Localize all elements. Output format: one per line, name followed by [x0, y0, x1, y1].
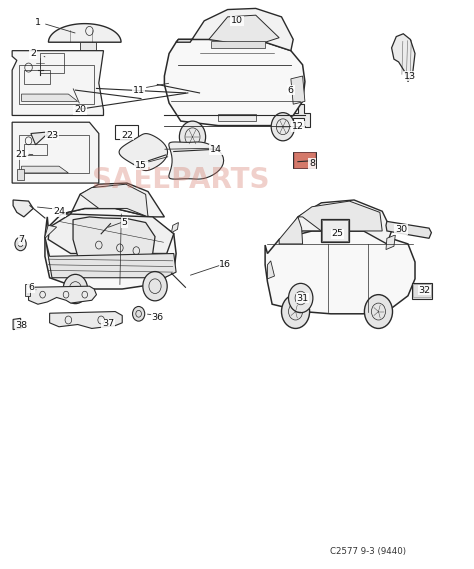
Text: 32: 32 — [419, 286, 430, 295]
Bar — [293, 151, 316, 168]
Polygon shape — [21, 166, 68, 173]
Text: SAEEPARTS: SAEEPARTS — [92, 166, 270, 194]
Text: 2: 2 — [30, 49, 36, 58]
Polygon shape — [28, 286, 97, 304]
Polygon shape — [45, 237, 176, 278]
Text: C2577 9-3 (9440): C2577 9-3 (9440) — [330, 547, 406, 556]
Bar — [24, 143, 47, 155]
Text: 6: 6 — [28, 283, 34, 292]
Text: 36: 36 — [151, 313, 164, 321]
Polygon shape — [282, 104, 310, 127]
Polygon shape — [209, 15, 279, 42]
Bar — [235, 51, 248, 65]
Text: 12: 12 — [292, 122, 304, 131]
Polygon shape — [45, 225, 57, 238]
Bar — [24, 71, 50, 84]
Polygon shape — [291, 76, 305, 104]
Polygon shape — [386, 235, 395, 250]
Text: 20: 20 — [74, 105, 86, 114]
Text: 24: 24 — [53, 207, 65, 216]
Polygon shape — [80, 184, 148, 217]
Polygon shape — [13, 200, 33, 217]
Circle shape — [143, 271, 167, 301]
Text: 21: 21 — [16, 150, 27, 159]
Polygon shape — [279, 200, 392, 244]
Text: 31: 31 — [297, 294, 309, 303]
Circle shape — [289, 283, 313, 313]
Bar — [40, 53, 64, 73]
Polygon shape — [12, 51, 103, 116]
Polygon shape — [48, 214, 174, 254]
Polygon shape — [13, 318, 21, 329]
Polygon shape — [204, 32, 272, 72]
Polygon shape — [172, 222, 178, 233]
Polygon shape — [392, 34, 415, 82]
Bar — [25, 284, 30, 296]
Circle shape — [133, 307, 145, 321]
Bar — [115, 125, 137, 139]
Polygon shape — [61, 183, 164, 217]
Bar — [413, 284, 431, 298]
Polygon shape — [45, 208, 176, 289]
Circle shape — [63, 274, 88, 304]
Polygon shape — [21, 94, 78, 101]
Bar — [322, 220, 348, 241]
Polygon shape — [298, 201, 382, 231]
Text: 1: 1 — [35, 18, 41, 27]
Polygon shape — [119, 134, 167, 171]
Text: 38: 38 — [16, 320, 27, 329]
Text: 15: 15 — [135, 160, 147, 170]
Bar — [218, 114, 256, 121]
Bar — [19, 65, 94, 104]
Circle shape — [286, 79, 298, 93]
Circle shape — [365, 295, 392, 328]
Bar — [321, 219, 349, 242]
Circle shape — [282, 295, 310, 328]
Polygon shape — [267, 261, 274, 279]
Polygon shape — [50, 312, 122, 328]
Text: 6: 6 — [288, 85, 294, 94]
Polygon shape — [31, 132, 50, 145]
Bar — [294, 152, 315, 168]
Bar — [19, 135, 90, 173]
Polygon shape — [48, 24, 121, 42]
Text: 13: 13 — [404, 72, 416, 81]
Text: 11: 11 — [133, 85, 145, 94]
Circle shape — [15, 237, 26, 251]
Text: 37: 37 — [102, 319, 114, 328]
Polygon shape — [176, 9, 293, 51]
Text: 16: 16 — [219, 260, 231, 269]
Polygon shape — [265, 231, 415, 314]
Bar — [216, 51, 229, 65]
Circle shape — [34, 56, 46, 71]
Polygon shape — [80, 42, 97, 52]
Text: 10: 10 — [231, 17, 243, 25]
Text: 22: 22 — [121, 131, 133, 139]
Polygon shape — [279, 217, 302, 244]
Text: 5: 5 — [121, 218, 128, 227]
Circle shape — [179, 121, 206, 152]
Polygon shape — [73, 217, 155, 273]
Text: 14: 14 — [210, 145, 222, 154]
Text: 23: 23 — [46, 131, 58, 139]
Polygon shape — [169, 142, 224, 179]
Polygon shape — [164, 39, 305, 126]
Circle shape — [271, 113, 295, 141]
Text: 25: 25 — [332, 229, 344, 238]
Polygon shape — [386, 221, 431, 238]
Text: 8: 8 — [309, 159, 315, 168]
Text: 30: 30 — [395, 225, 407, 234]
Bar — [412, 283, 432, 299]
Bar — [211, 41, 265, 48]
Polygon shape — [207, 71, 246, 98]
Text: 7: 7 — [18, 235, 25, 244]
Polygon shape — [12, 122, 99, 183]
Bar — [17, 169, 24, 180]
